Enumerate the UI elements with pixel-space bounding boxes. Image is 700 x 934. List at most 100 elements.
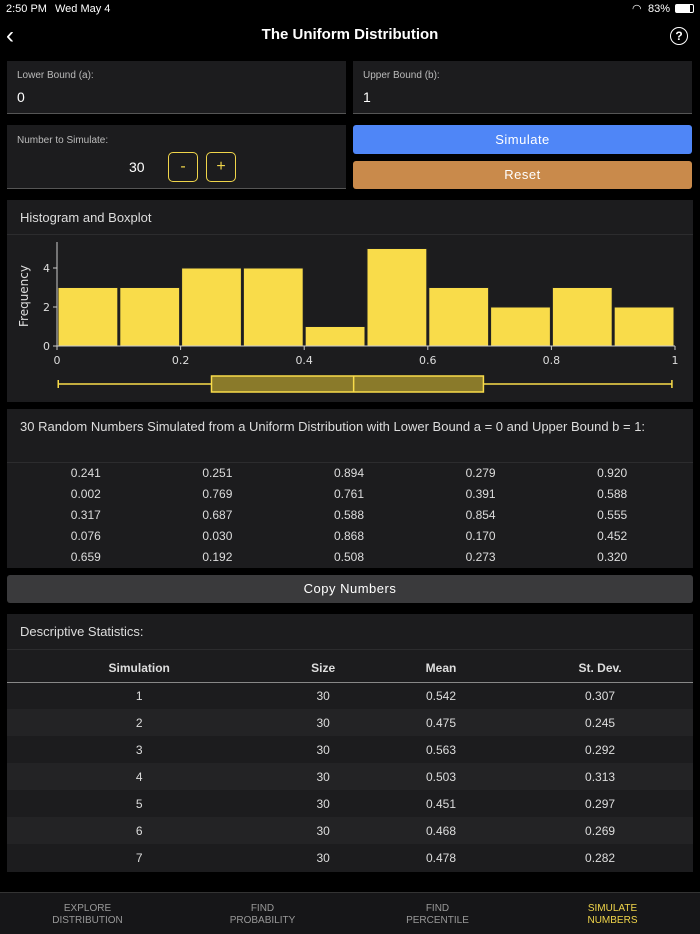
lower-bound-field[interactable]: Lower Bound (a): 0 <box>7 61 346 114</box>
x-tick-label: 0.4 <box>295 354 313 367</box>
tab-label: PROBABILITY <box>229 915 296 926</box>
y-tick-label: 0 <box>43 340 50 353</box>
number-cell: 0.452 <box>597 529 628 543</box>
table-cell: 30 <box>316 796 330 811</box>
back-icon[interactable]: ‹ <box>6 22 14 49</box>
upper-bound-label: Upper Bound (b): <box>363 70 440 81</box>
battery-icon <box>675 4 694 13</box>
status-time: 2:50 PM <box>6 3 47 15</box>
decrement-button[interactable]: - <box>168 152 198 182</box>
tab-percentile[interactable]: FIND PERCENTILE <box>350 893 525 934</box>
table-cell: 2 <box>7 709 272 736</box>
tab-label: EXPLORE <box>63 903 112 914</box>
table-cell: 0.245 <box>507 709 693 736</box>
number-cell: 0.170 <box>465 529 496 543</box>
y-tick-label: 4 <box>43 262 50 275</box>
number-cell: 0.854 <box>465 508 496 522</box>
table-cell: 0.307 <box>585 688 616 703</box>
simulate-button[interactable]: Simulate <box>353 125 692 154</box>
y-tick-label: 2 <box>43 301 50 314</box>
table-cell: 0.313 <box>507 763 693 790</box>
table-cell: 30 <box>271 763 375 790</box>
table-cell: 0.297 <box>585 796 616 811</box>
histogram-bar <box>428 287 490 347</box>
number-cell: 0.279 <box>465 466 496 480</box>
tab-label: SIMULATE <box>587 903 638 914</box>
table-row: 3 30 0.563 0.292 <box>7 736 693 763</box>
number-cell: 0.761 <box>333 487 364 501</box>
number-cell: 0.868 <box>333 529 364 543</box>
histogram-bar <box>119 287 181 347</box>
table-cell: 30 <box>271 709 375 736</box>
number-cell: 0.769 <box>202 487 233 501</box>
number-cell: 0.588 <box>333 508 364 522</box>
tab-numbers[interactable]: SIMULATE NUMBERS <box>525 893 700 934</box>
boxplot-box <box>210 375 485 393</box>
help-icon[interactable]: ? <box>670 27 688 45</box>
reset-button[interactable]: Reset <box>353 161 692 189</box>
table-cell: 0.475 <box>374 709 508 736</box>
number-input[interactable]: 30 <box>129 159 145 175</box>
histogram-bar <box>613 306 675 347</box>
page-title: The Uniform Distribution <box>261 26 439 43</box>
histogram-bar <box>551 287 613 347</box>
x-tick-label: 0.8 <box>543 354 561 367</box>
table-cell: 0.282 <box>585 850 616 865</box>
status-date: Wed May 4 <box>55 3 111 15</box>
histogram-bar <box>490 306 551 347</box>
lower-bound-label: Lower Bound (a): <box>17 70 94 81</box>
table-cell: 0.468 <box>374 817 508 844</box>
histogram-bar <box>304 326 366 347</box>
number-cell: 0.251 <box>202 466 233 480</box>
battery-percent: 83% <box>648 3 671 15</box>
table-cell: 4 <box>7 763 272 790</box>
number-cell: 0.894 <box>333 466 364 480</box>
upper-bound-input[interactable]: 1 <box>363 89 371 105</box>
number-cell: 0.320 <box>597 550 628 564</box>
status-bar: 2:50 PM Wed May 4 ◠ 83% <box>0 0 700 18</box>
column-header: Simulation <box>7 654 272 683</box>
increment-button[interactable]: + <box>206 152 236 182</box>
stats-card: Descriptive Statistics: Simulation Size Me… <box>7 614 693 872</box>
numbers-title: 30 Random Numbers Simulated from a Unifo… <box>20 419 646 434</box>
numbers-card: 30 Random Numbers Simulated from a Unifo… <box>7 409 693 568</box>
table-cell: 30 <box>316 742 330 757</box>
table-cell: 0.478 <box>425 850 457 865</box>
number-cell: 0.920 <box>597 466 628 480</box>
table-cell: 0.451 <box>425 796 457 811</box>
histogram-bar <box>242 267 304 347</box>
number-cell: 0.555 <box>597 508 628 522</box>
histogram-bar <box>181 267 242 347</box>
x-tick-label: 0 <box>54 354 61 367</box>
lower-bound-input[interactable]: 0 <box>17 89 25 105</box>
tab-label: FIND <box>425 903 450 914</box>
number-to-simulate-field: Number to Simulate: 30 - + <box>7 125 346 189</box>
table-cell: 0.292 <box>585 742 616 757</box>
histogram-bar <box>366 248 428 347</box>
tab-bar: EXPLORE DISTRIBUTION FIND PROBABILITY FIND PE… <box>0 892 700 934</box>
number-cell: 0.588 <box>597 487 628 501</box>
number-cell: 0.241 <box>70 466 101 480</box>
table-row: 6 30 0.468 0.269 <box>7 817 693 844</box>
table-cell: 1 <box>135 688 143 703</box>
tab-label: PERCENTILE <box>406 915 469 926</box>
table-row: 1 30 0.542 0.307 <box>7 682 693 709</box>
copy-numbers-button[interactable]: Copy Numbers <box>7 575 693 603</box>
table-cell: 3 <box>135 742 143 757</box>
table-row: 4 30 0.503 0.313 <box>7 763 693 790</box>
number-cell: 0.192 <box>202 550 233 564</box>
table-row: 5 30 0.451 0.297 <box>7 790 693 817</box>
table-cell: 0.563 <box>425 742 457 757</box>
histogram-bar <box>57 287 119 347</box>
table-cell: 0.269 <box>507 817 693 844</box>
upper-bound-field[interactable]: Upper Bound (b): 1 <box>353 61 692 114</box>
table-cell: 0.542 <box>425 688 457 703</box>
stats-table: Simulation Size Mean St. Dev. 1 30 0.542 0.307 2… <box>7 654 693 871</box>
table-cell: 7 <box>135 850 143 865</box>
table-cell: 0.503 <box>374 763 508 790</box>
stats-title: Descriptive Statistics: <box>20 624 144 639</box>
number-cell: 0.508 <box>333 550 364 564</box>
tab-probability[interactable]: FIND PROBABILITY <box>175 893 350 934</box>
table-cell: 6 <box>7 817 272 844</box>
tab-distribution[interactable]: EXPLORE DISTRIBUTION <box>0 893 175 934</box>
